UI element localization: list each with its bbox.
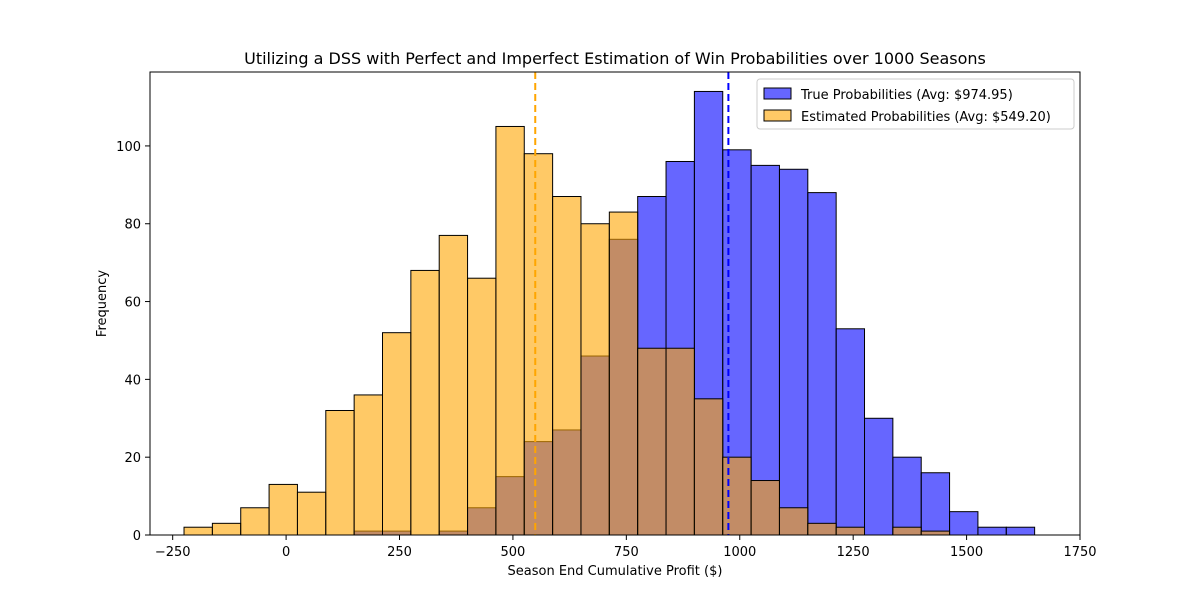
bar-estimated-6 — [353, 394, 383, 536]
bar-estimated-12 — [523, 153, 554, 536]
bars-layer — [183, 90, 1036, 536]
bar-true-21 — [778, 168, 809, 536]
bar-estimated-22 — [807, 522, 837, 536]
plot-frame — [149, 71, 1081, 536]
legend-entry-true: True Probabilities (Avg: $974.95) — [800, 88, 1013, 103]
legend-swatch-estimated — [763, 109, 792, 122]
x-tick-label: 1750 — [1063, 545, 1096, 560]
bar-estimated-0 — [183, 526, 213, 536]
bar-estimated-14 — [580, 223, 610, 536]
x-tick-label: 250 — [387, 545, 412, 560]
bar-true-24 — [864, 417, 894, 536]
bar-estimated-7 — [382, 332, 412, 536]
x-axis-ticks: −250 0 250 500 750 1000 1250 1500 1750 — [155, 535, 1097, 560]
bar-true-22 — [807, 192, 837, 536]
y-tick-label: 80 — [124, 218, 141, 233]
x-tick-label: 0 — [282, 545, 290, 560]
bar-true-23 — [835, 328, 866, 536]
bar-estimated-26 — [920, 530, 951, 536]
y-tick-label: 40 — [124, 373, 141, 388]
x-tick-label: 750 — [614, 545, 639, 560]
x-axis-label: Season End Cumulative Profit ($) — [508, 564, 723, 579]
bar-estimated-23 — [835, 526, 866, 536]
y-axis-ticks: 0 20 40 60 80 100 — [116, 140, 150, 544]
bar-true-28 — [977, 526, 1007, 536]
x-tick-label: 1000 — [723, 545, 756, 560]
bar-true-26 — [920, 472, 951, 536]
x-tick-label: 500 — [501, 545, 526, 560]
bar-estimated-18 — [693, 398, 724, 536]
x-tick-label: −250 — [155, 545, 191, 560]
bar-estimated-16 — [637, 347, 667, 536]
y-tick-label: 20 — [124, 451, 141, 466]
bar-true-27 — [949, 511, 979, 536]
bar-estimated-2 — [240, 507, 270, 536]
legend: True Probabilities (Avg: $974.95) Estima… — [756, 78, 1075, 130]
bar-estimated-17 — [665, 347, 695, 536]
bar-estimated-13 — [552, 196, 582, 536]
bar-estimated-11 — [495, 125, 525, 536]
bar-estimated-5 — [325, 409, 355, 536]
y-tick-label: 100 — [116, 140, 141, 155]
bar-estimated-3 — [268, 483, 298, 536]
bar-estimated-1 — [211, 522, 242, 536]
bar-estimated-19 — [722, 456, 752, 536]
legend-entry-estimated: Estimated Probabilities (Avg: $549.20) — [801, 110, 1051, 125]
y-tick-label: 60 — [124, 296, 141, 311]
bar-estimated-25 — [892, 526, 922, 536]
mean-lines-layer — [534, 72, 730, 535]
y-tick-label: 0 — [133, 529, 141, 544]
bar-estimated-10 — [467, 277, 497, 536]
bar-true-25 — [892, 456, 922, 536]
legend-box — [756, 78, 1075, 130]
bar-estimated-4 — [296, 491, 327, 536]
x-tick-label: 1500 — [950, 545, 983, 560]
legend-swatch-true — [763, 87, 792, 100]
bar-estimated-9 — [438, 234, 469, 536]
x-tick-label: 1250 — [837, 545, 870, 560]
y-axis-label: Frequency — [95, 270, 110, 337]
bar-estimated-21 — [778, 507, 809, 536]
bar-true-29 — [1005, 526, 1036, 536]
bar-true-20 — [750, 164, 780, 536]
chart-title: Utilizing a DSS with Perfect and Imperfe… — [244, 49, 986, 68]
bar-estimated-15 — [608, 211, 639, 536]
bar-estimated-8 — [410, 269, 440, 536]
bar-estimated-20 — [750, 480, 780, 536]
